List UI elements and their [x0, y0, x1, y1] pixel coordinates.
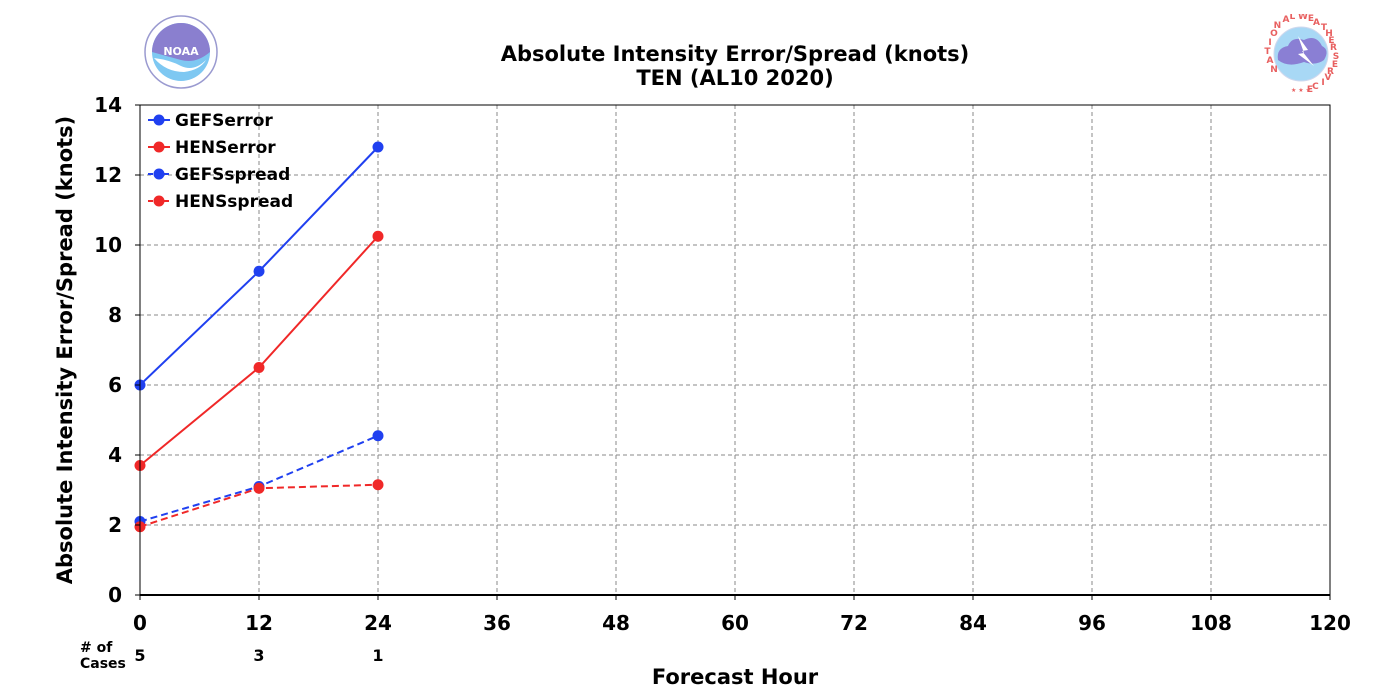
series-HENSspread	[134, 479, 384, 533]
noaa-logo-icon: NOAA	[144, 15, 218, 89]
legend-item-GEFSspread: GEFSspread	[148, 165, 290, 185]
legend-label: HENSerror	[175, 138, 276, 158]
series-GEFSerror	[134, 141, 384, 391]
legend-label: GEFSspread	[175, 165, 290, 185]
x-tick-label: 72	[840, 611, 868, 635]
y-tick-label: 2	[108, 513, 122, 537]
cases-label-line1: # of	[80, 640, 113, 656]
data-point-HENSerror	[372, 230, 384, 242]
case-count: 5	[134, 646, 145, 665]
y-tick-label: 4	[108, 443, 122, 467]
legend-item-HENSspread: HENSspread	[148, 192, 293, 212]
noaa-logo-text: NOAA	[163, 45, 199, 58]
legend-label: GEFSerror	[175, 111, 273, 131]
axes: 0 12 24 36 48 60 72 84 96 108 12002468101214Foreca…	[53, 93, 1351, 689]
svg-text:★ ★ ★: ★ ★ ★	[1291, 87, 1311, 94]
cases-label-line2: Cases	[80, 656, 126, 672]
data-point-HENSspread	[253, 482, 265, 494]
y-tick-label: 14	[94, 93, 122, 117]
legend-swatch-marker	[153, 168, 165, 180]
legend-item-HENSerror: HENSerror	[148, 138, 276, 158]
y-axis-label: Absolute Intensity Error/Spread (knots)	[53, 116, 77, 585]
x-axis-label: Forecast Hour	[652, 665, 819, 689]
x-tick-label: 48	[602, 611, 630, 635]
y-tick-label: 10	[94, 233, 122, 257]
legend-swatch-marker	[153, 195, 165, 207]
legend: GEFSerror HENSerror GEFSspread HENSspread	[148, 111, 293, 212]
chart-subtitle: TEN (AL10 2020)	[636, 66, 834, 90]
case-count: 3	[253, 646, 264, 665]
x-tick-label: 24	[364, 611, 392, 635]
series-layer	[134, 141, 384, 533]
x-tick-label: 120	[1309, 611, 1351, 635]
data-point-HENSspread	[372, 479, 384, 491]
y-tick-label: 6	[108, 373, 122, 397]
data-point-HENSerror	[253, 362, 265, 373]
grid-lines	[140, 105, 1330, 595]
legend-item-GEFSerror: GEFSerror	[148, 111, 273, 131]
data-point-GEFSspread	[372, 430, 384, 442]
x-tick-label: 60	[721, 611, 749, 635]
x-tick-label: 84	[959, 611, 987, 635]
svg-text:NAT ION AL WEA: NAT ION AL WEA THE R SER VIC E	[1264, 14, 1340, 94]
data-point-GEFSerror	[372, 141, 384, 153]
case-count: 1	[372, 646, 383, 665]
legend-swatch-marker	[153, 114, 165, 126]
legend-swatch-marker	[153, 141, 165, 153]
x-tick-label: 96	[1078, 611, 1106, 635]
x-tick-label: 108	[1190, 611, 1232, 635]
x-tick-label: 12	[245, 611, 273, 635]
x-tick-label: 0	[133, 611, 147, 635]
y-tick-label: 8	[108, 303, 122, 327]
y-tick-label: 0	[108, 583, 122, 607]
chart-title: Absolute Intensity Error/Spread (knots)	[500, 42, 970, 66]
data-point-GEFSerror	[253, 265, 265, 277]
y-tick-label: 12	[94, 163, 122, 187]
x-tick-label: 36	[483, 611, 511, 635]
legend-label: HENSspread	[175, 192, 293, 212]
